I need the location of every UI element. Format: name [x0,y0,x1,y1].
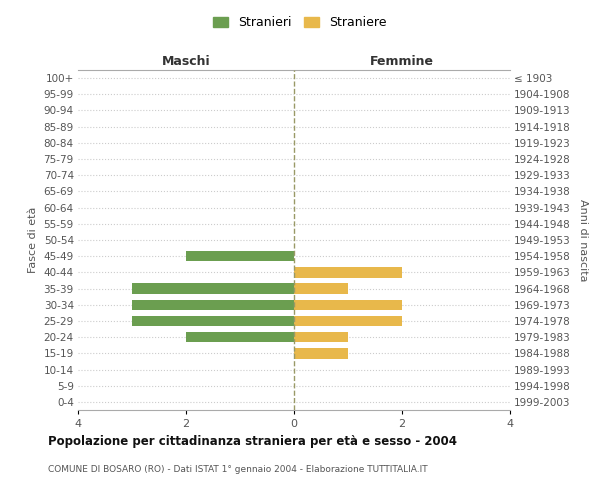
Y-axis label: Fasce di età: Fasce di età [28,207,38,273]
Bar [186,332,294,342]
Text: COMUNE DI BOSARO (RO) - Dati ISTAT 1° gennaio 2004 - Elaborazione TUTTITALIA.IT: COMUNE DI BOSARO (RO) - Dati ISTAT 1° ge… [48,465,428,474]
Text: Popolazione per cittadinanza straniera per età e sesso - 2004: Popolazione per cittadinanza straniera p… [48,435,457,448]
Bar [294,348,348,358]
Bar [294,267,402,278]
Bar [132,300,294,310]
Text: Maschi: Maschi [161,54,211,68]
Bar [294,332,348,342]
Bar [132,284,294,294]
Text: Femmine: Femmine [370,54,434,68]
Legend: Stranieri, Straniere: Stranieri, Straniere [208,11,392,34]
Bar [294,316,402,326]
Bar [294,300,402,310]
Y-axis label: Anni di nascita: Anni di nascita [578,198,587,281]
Bar [132,316,294,326]
Bar [294,284,348,294]
Bar [186,251,294,262]
